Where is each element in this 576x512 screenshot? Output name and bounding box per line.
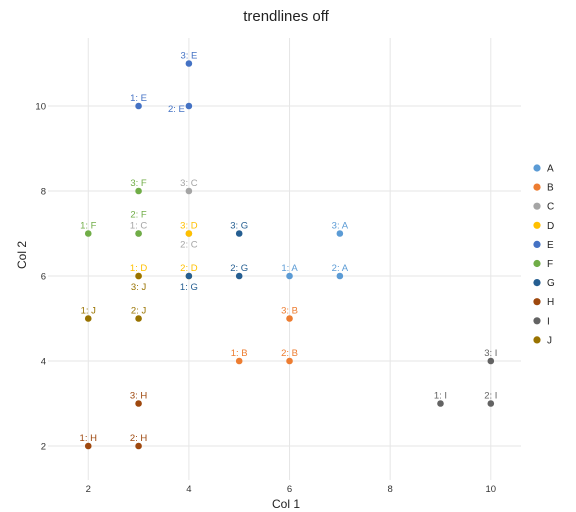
data-point — [135, 315, 142, 322]
legend-entry: F — [547, 259, 553, 270]
legend-swatch — [533, 221, 541, 229]
legend-swatch — [533, 183, 541, 191]
axis-ticks: 2 4 6 8 10 2 4 6 8 10 — [35, 102, 496, 496]
x-axis-title: Col 1 — [272, 497, 300, 511]
legend-entry: G — [547, 278, 555, 289]
point-label: 3: I — [484, 348, 497, 359]
y-axis-title: Col 2 — [15, 241, 29, 269]
point-label: 3: G — [230, 221, 248, 232]
point-label: 2: H — [130, 433, 148, 444]
legend-entry: D — [547, 221, 554, 232]
point-label: 1: G — [180, 282, 198, 293]
data-point — [84, 442, 92, 450]
data-points — [84, 60, 495, 450]
point-label: 2: I — [484, 391, 497, 402]
point-label: 3: C — [180, 178, 198, 189]
data-point — [185, 230, 193, 237]
point-label: 1: E — [130, 93, 147, 104]
legend-entry: H — [547, 297, 554, 308]
data-point — [135, 442, 142, 450]
data-point — [336, 230, 344, 237]
data-point — [135, 400, 142, 407]
y-tick-label: 10 — [35, 102, 46, 113]
legend-swatch — [533, 164, 541, 172]
data-point — [235, 357, 243, 365]
data-point — [487, 400, 495, 407]
data-point — [437, 400, 444, 407]
x-tick-label: 10 — [486, 484, 497, 495]
legend-entry: J — [547, 335, 552, 346]
point-label: 1: A — [281, 263, 298, 274]
point-label: 1: H — [80, 433, 98, 444]
data-point — [185, 102, 193, 110]
legend-entry: A — [547, 164, 554, 175]
legend-swatch — [533, 336, 541, 344]
x-tick-label: 4 — [186, 484, 191, 495]
point-label: 3: E — [180, 51, 197, 62]
legend-entry: B — [547, 183, 554, 194]
grid — [48, 38, 521, 480]
data-point — [286, 315, 293, 322]
data-point — [135, 230, 142, 237]
point-label: 2: J — [131, 306, 147, 317]
legend-entry: I — [547, 316, 550, 327]
data-point — [185, 272, 193, 280]
point-label: 1: C — [130, 221, 148, 232]
point-label: 1: I — [434, 391, 447, 402]
data-point — [487, 357, 495, 365]
data-point — [135, 187, 142, 195]
y-tick-label: 8 — [41, 187, 46, 198]
legend-swatch — [533, 298, 541, 306]
point-label: 3: F — [130, 178, 147, 189]
point-label: 3: H — [130, 391, 148, 402]
point-label: 1: D — [130, 263, 148, 274]
y-tick-label: 6 — [41, 272, 46, 283]
legend-entry: C — [547, 202, 554, 213]
legend-swatch — [533, 279, 541, 287]
data-point — [84, 315, 92, 322]
legend-swatch — [533, 202, 541, 210]
point-label: 2: B — [281, 348, 298, 359]
point-label: 3: J — [131, 282, 147, 293]
data-point — [84, 230, 92, 237]
point-label: 2: D — [180, 263, 198, 274]
x-tick-label: 6 — [287, 484, 292, 495]
data-point — [185, 187, 193, 195]
data-point — [185, 60, 193, 67]
data-point — [135, 102, 142, 110]
point-labels: 1: A 2: A 3: A 1: B 2: B 3: B 1: C 2: C 3: C 1: D… — [80, 51, 498, 445]
y-tick-label: 4 — [41, 357, 46, 368]
x-tick-label: 2 — [86, 484, 91, 495]
point-label: 1: F — [80, 221, 97, 232]
point-label: 2: F — [130, 210, 147, 221]
point-label: 1: B — [231, 348, 248, 359]
point-label: 2: G — [230, 263, 248, 274]
chart-title: trendlines off — [243, 8, 329, 25]
legend-swatch — [533, 259, 541, 268]
data-point — [235, 272, 243, 280]
x-tick-label: 8 — [388, 484, 393, 495]
point-label: 2: A — [332, 263, 349, 274]
legend-swatch — [533, 240, 541, 248]
point-label: 2: E — [168, 104, 185, 115]
data-point — [286, 272, 293, 280]
point-label: 3: D — [180, 221, 198, 232]
point-label: 3: B — [281, 306, 298, 317]
y-tick-label: 2 — [41, 442, 46, 453]
data-point — [286, 357, 293, 365]
point-label: 1: J — [81, 306, 97, 317]
data-point — [336, 272, 344, 280]
point-label: 3: A — [332, 221, 349, 232]
point-label: 2: C — [180, 240, 198, 251]
legend-entry: E — [547, 240, 554, 251]
data-point — [135, 272, 142, 280]
legend-swatch — [533, 317, 541, 325]
data-point — [235, 230, 243, 237]
